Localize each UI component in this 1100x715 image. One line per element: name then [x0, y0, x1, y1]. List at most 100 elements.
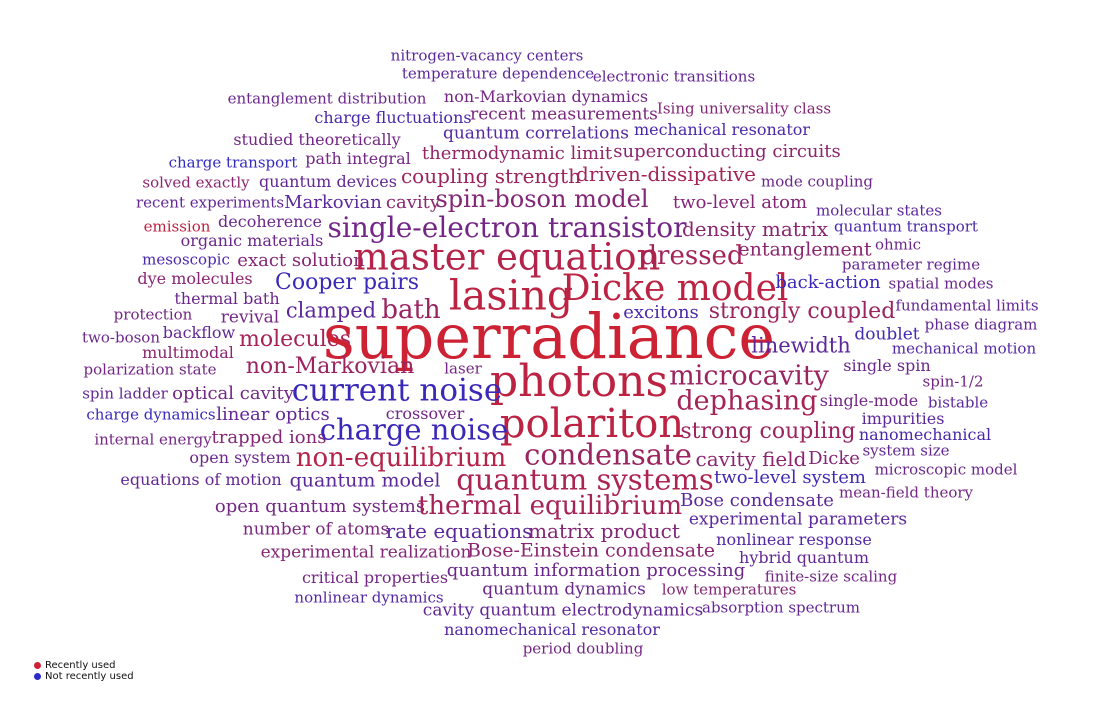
- cloud-word[interactable]: backflow: [162, 323, 236, 342]
- cloud-word[interactable]: bath: [381, 295, 441, 325]
- cloud-word[interactable]: thermal equilibrium: [417, 491, 683, 521]
- cloud-word[interactable]: studied theoretically: [233, 130, 401, 149]
- cloud-word[interactable]: quantum correlations: [442, 123, 630, 144]
- cloud-word[interactable]: dye molecules: [137, 269, 253, 288]
- cloud-word[interactable]: emission: [143, 217, 211, 236]
- cloud-word[interactable]: critical properties: [301, 568, 449, 587]
- cloud-word[interactable]: Dicke: [808, 448, 860, 469]
- cloud-word[interactable]: ohmic: [874, 235, 922, 254]
- cloud-word[interactable]: thermal bath: [174, 289, 280, 308]
- cloud-word[interactable]: two-level system: [714, 467, 866, 488]
- cloud-word[interactable]: coupling strength: [400, 164, 582, 188]
- cloud-word[interactable]: single spin: [843, 356, 931, 375]
- cloud-word[interactable]: driven-dissipative: [576, 162, 756, 186]
- cloud-word[interactable]: mechanical motion: [891, 339, 1037, 358]
- cloud-word[interactable]: nitrogen-vacancy centers: [390, 46, 584, 65]
- cloud-word[interactable]: Bose-Einstein condensate: [467, 539, 715, 562]
- cloud-word[interactable]: electronic transitions: [592, 67, 756, 86]
- cloud-word[interactable]: mode coupling: [760, 172, 874, 191]
- cloud-word[interactable]: absorption spectrum: [702, 598, 860, 617]
- cloud-word[interactable]: nanomechanical resonator: [444, 620, 660, 639]
- cloud-word[interactable]: master equation: [353, 235, 661, 279]
- cloud-word[interactable]: strong coupling: [680, 419, 856, 444]
- cloud-word[interactable]: non-Markovian: [245, 354, 415, 379]
- cloud-word[interactable]: Dicke model: [561, 268, 789, 309]
- cloud-word[interactable]: molecular states: [816, 201, 942, 220]
- cloud-word[interactable]: temperature dependence: [401, 64, 595, 83]
- cloud-word[interactable]: low temperatures: [661, 580, 797, 599]
- cloud-word[interactable]: quantum systems: [456, 462, 714, 497]
- cloud-word[interactable]: spin ladder: [82, 384, 168, 403]
- cloud-word[interactable]: path integral: [305, 149, 411, 168]
- cloud-word[interactable]: crossover: [385, 404, 465, 423]
- cloud-word[interactable]: multimodal: [142, 343, 234, 362]
- cloud-word[interactable]: finite-size scaling: [764, 567, 898, 586]
- cloud-word[interactable]: mesoscopic: [142, 250, 230, 269]
- cloud-word[interactable]: bistable: [927, 393, 989, 412]
- cloud-word[interactable]: excitons: [623, 302, 699, 323]
- cloud-word[interactable]: photons: [489, 356, 669, 407]
- cloud-word[interactable]: nonlinear dynamics: [294, 588, 444, 607]
- cloud-word[interactable]: linear optics: [216, 404, 330, 425]
- cloud-word[interactable]: optical cavity: [172, 383, 294, 404]
- cloud-word[interactable]: recent experiments: [135, 193, 285, 212]
- cloud-word[interactable]: matrix product: [528, 519, 680, 543]
- cloud-word[interactable]: internal energy: [94, 430, 212, 449]
- cloud-word[interactable]: microscopic model: [874, 460, 1018, 479]
- cloud-word[interactable]: fundamental limits: [895, 296, 1039, 315]
- cloud-word[interactable]: quantum model: [289, 469, 441, 492]
- cloud-word[interactable]: system size: [862, 441, 950, 460]
- cloud-word[interactable]: polarization state: [83, 360, 217, 379]
- cloud-word[interactable]: decoherence: [218, 212, 322, 231]
- cloud-word[interactable]: laser: [444, 359, 482, 378]
- cloud-word[interactable]: quantum information processing: [446, 560, 746, 581]
- cloud-word[interactable]: open quantum systems: [214, 496, 426, 517]
- cloud-word[interactable]: recent measurements: [470, 104, 658, 125]
- cloud-word[interactable]: polariton: [499, 401, 685, 447]
- cloud-word[interactable]: organic materials: [180, 231, 324, 250]
- cloud-word[interactable]: hybrid quantum: [739, 548, 869, 567]
- cloud-word[interactable]: experimental realization: [260, 542, 472, 563]
- cloud-word[interactable]: doublet: [854, 324, 920, 345]
- cloud-word[interactable]: trapped ions: [211, 427, 327, 448]
- cloud-word[interactable]: single-mode: [819, 391, 919, 410]
- cloud-word[interactable]: number of atoms: [242, 519, 390, 540]
- cloud-word[interactable]: microcavity: [669, 360, 829, 392]
- cloud-word[interactable]: cavity: [385, 192, 441, 213]
- cloud-word[interactable]: clamped: [285, 298, 377, 323]
- cloud-word[interactable]: dephasing: [676, 385, 818, 417]
- cloud-word[interactable]: back-action: [775, 272, 881, 293]
- cloud-word[interactable]: charge noise: [319, 412, 509, 447]
- cloud-word[interactable]: current noise: [291, 372, 503, 409]
- cloud-word[interactable]: single-electron transistor: [327, 211, 687, 244]
- cloud-word[interactable]: quantum dynamics: [482, 579, 646, 600]
- cloud-word[interactable]: phase diagram: [924, 315, 1038, 334]
- cloud-word[interactable]: revival: [220, 307, 280, 328]
- cloud-word[interactable]: Cooper pairs: [275, 270, 419, 295]
- cloud-word[interactable]: Bose condensate: [680, 490, 834, 511]
- cloud-word[interactable]: non-equilibrium: [295, 443, 507, 473]
- cloud-word[interactable]: charge transport: [168, 153, 298, 172]
- cloud-word[interactable]: spin-boson model: [435, 185, 649, 213]
- cloud-word[interactable]: protection: [113, 305, 193, 324]
- cloud-word[interactable]: entanglement: [738, 238, 872, 261]
- cloud-word[interactable]: cavity quantum electrodynamics: [422, 600, 704, 621]
- cloud-word[interactable]: molecules: [239, 327, 351, 352]
- cloud-word[interactable]: charge dynamics: [86, 405, 216, 424]
- cloud-word[interactable]: equations of motion: [120, 470, 282, 489]
- cloud-word[interactable]: quantum devices: [259, 172, 397, 191]
- cloud-word[interactable]: Markovian: [284, 192, 382, 213]
- cloud-word[interactable]: lasing: [448, 271, 574, 320]
- cloud-word[interactable]: spatial modes: [888, 274, 994, 293]
- cloud-word[interactable]: parameter regime: [841, 255, 981, 274]
- cloud-word[interactable]: dressed: [640, 241, 744, 271]
- cloud-word[interactable]: solved exactly: [142, 173, 250, 192]
- cloud-word[interactable]: nonlinear response: [716, 530, 872, 549]
- cloud-word[interactable]: mean-field theory: [838, 483, 974, 502]
- cloud-word[interactable]: two-boson: [82, 328, 160, 347]
- cloud-word[interactable]: entanglement distribution: [227, 89, 427, 108]
- cloud-word[interactable]: experimental parameters: [688, 509, 908, 530]
- cloud-word[interactable]: rate equations: [385, 519, 533, 543]
- cloud-word[interactable]: cavity field: [695, 447, 807, 471]
- cloud-word[interactable]: linewidth: [751, 333, 851, 358]
